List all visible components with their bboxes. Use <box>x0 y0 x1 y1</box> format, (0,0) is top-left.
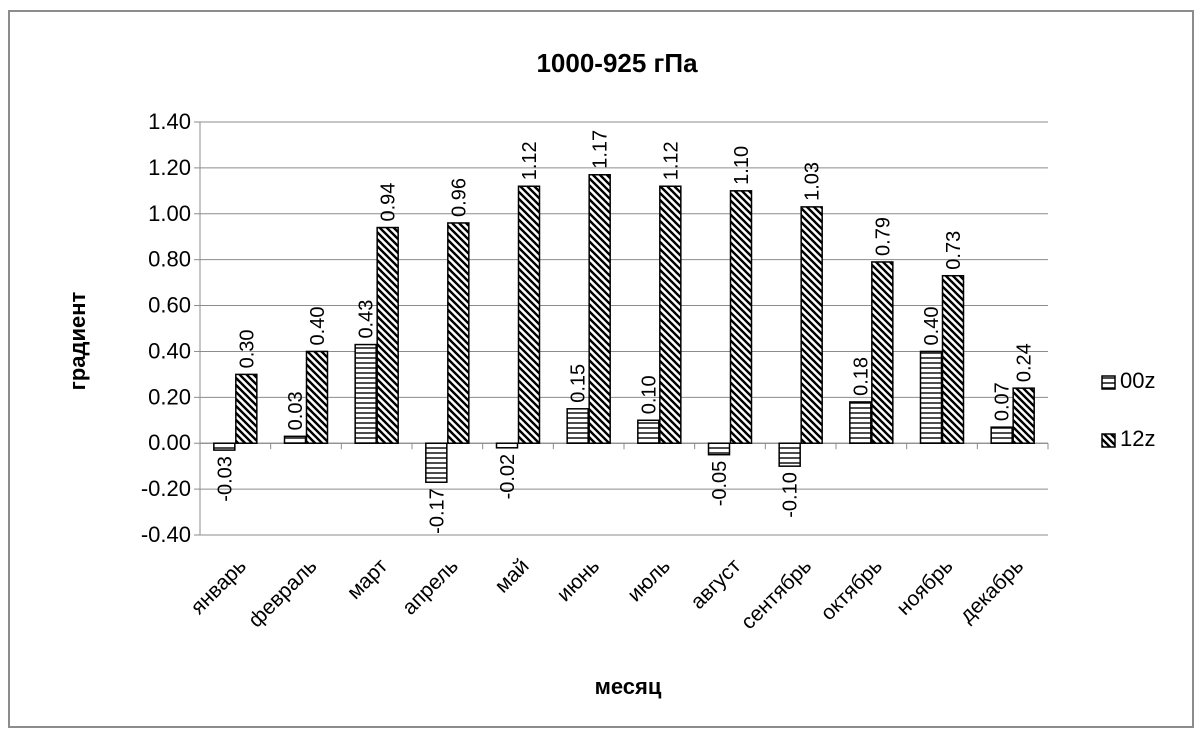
bar-00z-август <box>709 443 730 454</box>
bar-00z-сентябрь <box>779 443 800 466</box>
bar-12z-январь <box>236 374 257 443</box>
data-label: 0.07 <box>992 382 1014 421</box>
bar-00z-июль <box>638 420 659 443</box>
bar-chart: 1000-925 гПа -0.40 -0.20 0.00 0.20 0.40 0.60 0… <box>10 12 1192 726</box>
x-category-label: декабрь <box>955 554 1028 627</box>
data-label: 0.10 <box>638 375 660 414</box>
data-label: 1.03 <box>802 162 824 201</box>
data-labels: -0.03 0.03 0.43 -0.17 -0.02 0.15 0.10 -0.05 -0.1… <box>214 130 1035 534</box>
legend-label-12z: 12z <box>1120 426 1155 451</box>
bar-12z-февраль <box>307 351 328 443</box>
y-tick-label: 0.80 <box>148 247 191 272</box>
x-category-label: январь <box>186 554 251 619</box>
y-tick-label: 0.20 <box>148 384 191 409</box>
data-label: 1.12 <box>660 141 682 180</box>
bar-00z-ноябрь <box>921 351 942 443</box>
data-label: 0.03 <box>285 391 307 430</box>
bar-12z-май <box>519 186 540 443</box>
x-category-label: сентябрь <box>737 554 817 634</box>
bar-12z-июнь <box>589 175 610 443</box>
y-tick-label: 0.60 <box>148 293 191 318</box>
y-tick-label: 1.00 <box>148 201 191 226</box>
x-category-label: июнь <box>553 554 605 606</box>
bar-12z-сентябрь <box>801 207 822 443</box>
bar-00z-февраль <box>285 436 306 443</box>
bar-00z-март <box>355 345 376 444</box>
data-label: 1.10 <box>731 146 753 185</box>
y-tick-label: 0.00 <box>148 430 191 455</box>
chart-container: 1000-925 гПа -0.40 -0.20 0.00 0.20 0.40 0.60 0… <box>8 10 1194 728</box>
x-axis-title: месяц <box>595 674 662 699</box>
bars <box>214 175 1034 482</box>
data-label: 1.12 <box>519 141 541 180</box>
x-category-label: ноябрь <box>892 554 957 619</box>
bar-12z-август <box>731 191 752 443</box>
bar-12z-апрель <box>448 223 469 443</box>
legend-swatch-00z <box>1102 376 1115 389</box>
y-tick-label: 1.40 <box>148 109 191 134</box>
data-label: 0.79 <box>872 217 894 256</box>
legend-label-00z: 00z <box>1120 368 1155 393</box>
y-tick-label: -0.20 <box>141 476 191 501</box>
data-label: 0.18 <box>850 357 872 396</box>
data-label: 0.43 <box>356 300 378 339</box>
data-label: 0.30 <box>236 329 258 368</box>
y-tick-label: -0.40 <box>141 522 191 547</box>
data-label: 0.24 <box>1014 343 1036 382</box>
data-label: -0.17 <box>426 488 448 534</box>
data-label: 0.15 <box>568 364 590 403</box>
x-category-label: февраль <box>244 554 322 632</box>
y-tick-label: 0.40 <box>148 338 191 363</box>
data-label: 0.94 <box>378 183 400 222</box>
bar-00z-май <box>497 443 518 448</box>
legend-swatch-12z <box>1102 434 1115 447</box>
bar-00z-октябрь <box>850 402 871 443</box>
bar-00z-апрель <box>426 443 447 482</box>
data-label: 0.40 <box>921 307 943 346</box>
x-category-label: апрель <box>398 554 463 619</box>
legend: 00z 12z <box>1102 368 1155 451</box>
bar-12z-октябрь <box>872 262 893 443</box>
data-label: 0.40 <box>307 307 329 346</box>
data-label: -0.03 <box>214 456 236 502</box>
bar-12z-июль <box>660 186 681 443</box>
data-label: -0.05 <box>709 461 731 507</box>
data-label: 0.73 <box>943 231 965 270</box>
bar-12z-март <box>377 228 398 444</box>
chart-title: 1000-925 гПа <box>536 48 698 78</box>
bar-00z-июнь <box>567 409 588 443</box>
x-category-label: август <box>686 554 746 614</box>
bar-12z-декабрь <box>1013 388 1034 443</box>
bar-00z-декабрь <box>991 427 1012 443</box>
bar-00z-январь <box>214 443 235 450</box>
data-label: -0.10 <box>780 472 802 518</box>
y-tick-label: 1.20 <box>148 155 191 180</box>
data-label: 0.96 <box>448 178 470 217</box>
data-label: -0.02 <box>497 454 519 500</box>
x-category-label: май <box>491 554 534 597</box>
x-category-label: июль <box>623 554 675 606</box>
y-axis-ticks: -0.40 -0.20 0.00 0.20 0.40 0.60 0.80 1.00 1.20 1.… <box>141 109 191 547</box>
x-category-label: октябрь <box>816 554 887 625</box>
bar-12z-ноябрь <box>943 276 964 443</box>
x-category-label: март <box>343 554 393 604</box>
y-axis-title: градиент <box>65 291 90 390</box>
data-label: 1.17 <box>590 130 612 169</box>
